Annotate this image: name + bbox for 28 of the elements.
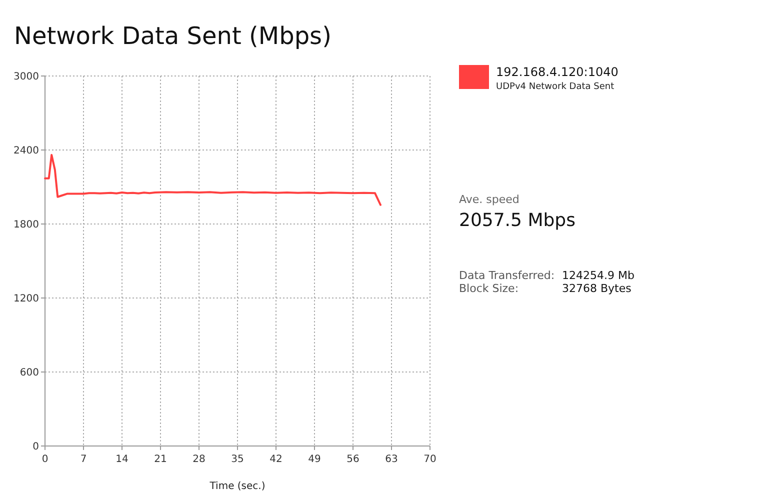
x-tick-label: 35: [231, 454, 244, 465]
x-tick-label: 42: [270, 454, 282, 465]
y-tick-label: 1200: [14, 294, 39, 304]
y-tick-label: 2400: [14, 146, 39, 156]
chart-title: Network Data Sent (Mbps): [14, 22, 332, 50]
x-tick-label: 7: [80, 454, 87, 465]
x-axis-title: Time (sec.): [208, 481, 266, 492]
text: 124254.9 Mb: [562, 269, 634, 282]
x-tick-label: 63: [385, 454, 398, 465]
x-tick-label: 28: [192, 454, 206, 465]
x-tick-label: 56: [346, 454, 360, 465]
y-tick-label: 0: [32, 442, 39, 452]
x-tick-label: 14: [116, 454, 128, 465]
legend-label: 192.168.4.120:1040: [496, 65, 618, 79]
y-tick-label: 3000: [14, 72, 39, 82]
line-series: [44, 154, 382, 206]
x-tick-label: 70: [424, 454, 436, 465]
text: 2057.5 Mbps: [459, 210, 576, 231]
x-tick-label: 49: [308, 454, 321, 465]
text: Ave. speed: [459, 193, 520, 206]
text: 32768 Bytes: [562, 282, 632, 295]
text: Data Transferred:: [459, 269, 555, 282]
text: UDPv4 Network Data Sent: [496, 82, 615, 92]
y-tick-label: 600: [20, 368, 39, 378]
x-tick-label: 0: [42, 454, 48, 465]
text: Block Size:: [459, 282, 519, 295]
x-tick-label: 21: [154, 454, 167, 465]
y-tick-label: 1800: [14, 220, 39, 230]
